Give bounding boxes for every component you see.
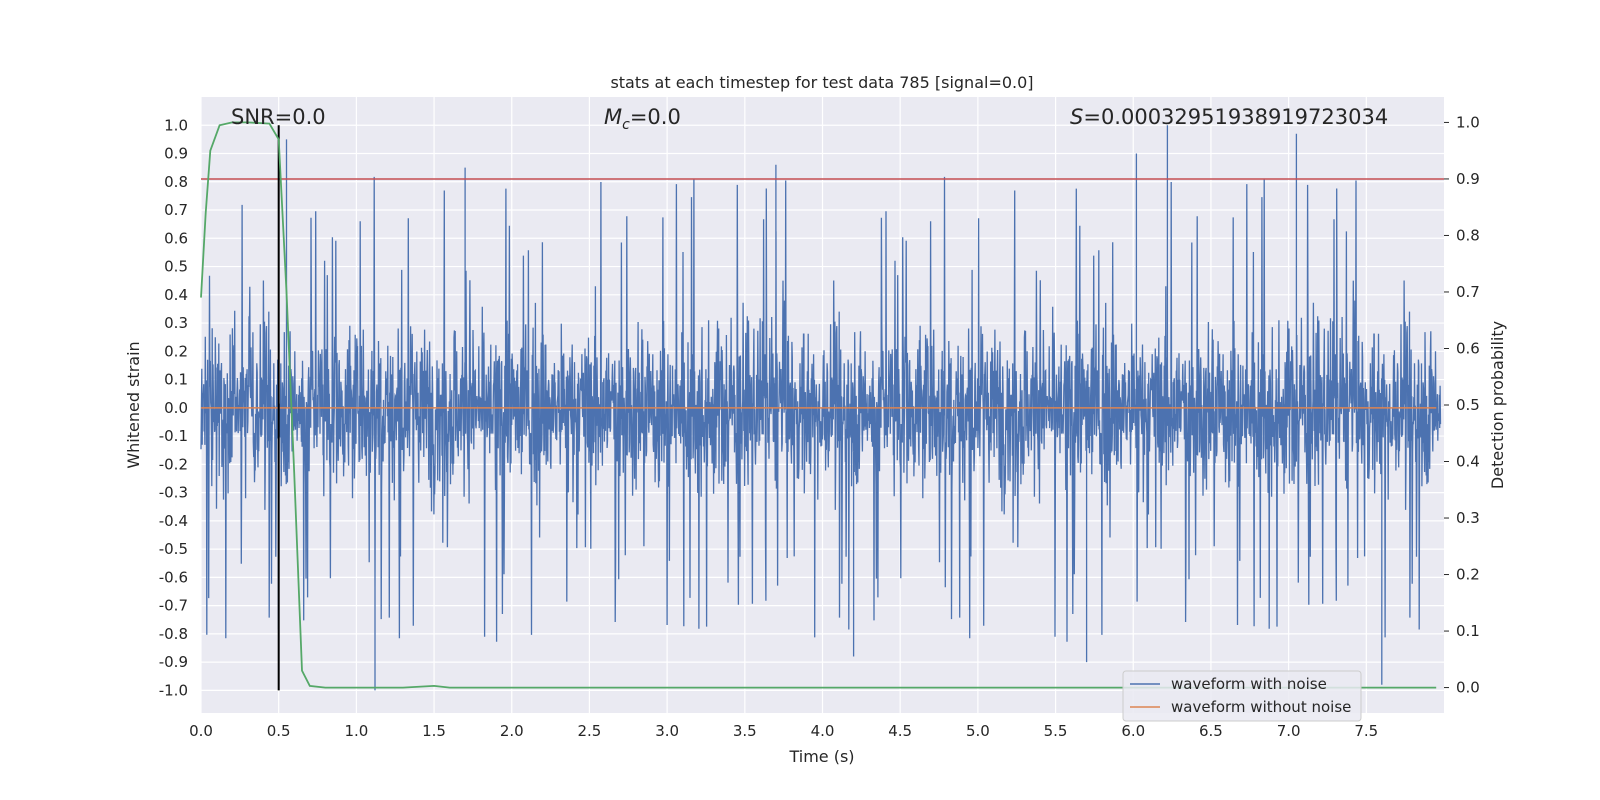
y-tick-label: 0.5 xyxy=(164,258,188,276)
detection-probability-line xyxy=(200,121,1437,689)
right-tick-label: 1.0 xyxy=(1456,113,1480,131)
y-tick-label: -0.3 xyxy=(159,484,188,502)
y-tick-label: 0.7 xyxy=(164,201,188,219)
legend-label-waveform-with-noise: waveform with noise xyxy=(1171,675,1327,693)
chirp-mass-value: =0.0 xyxy=(630,105,681,129)
chart-title: stats at each timestep for test data 785… xyxy=(610,73,1033,92)
s-statistic-annotation: S=0.0003295193891972303​4 xyxy=(1070,105,1388,129)
y-tick-label: -0.5 xyxy=(159,540,188,558)
s-statistic-symbol: S xyxy=(1070,105,1083,129)
x-tick-label: 5.5 xyxy=(1044,722,1068,740)
x-tick-label: 1.0 xyxy=(344,722,368,740)
y-tick-label: 0.3 xyxy=(164,314,188,332)
y-tick-label: -0.6 xyxy=(159,568,188,586)
s-statistic-value: =0.0003295193891972303​4 xyxy=(1083,105,1388,129)
x-tick-label: 2.0 xyxy=(500,722,524,740)
x-tick-label: 5.0 xyxy=(966,722,990,740)
waveform-with-noise-line xyxy=(200,125,1442,691)
waveform-with-noise-series xyxy=(200,125,1442,691)
x-tick-label: 4.5 xyxy=(888,722,912,740)
right-tick-label: 0.3 xyxy=(1456,509,1480,527)
chirp-mass-annotation: Mc=0.0 xyxy=(604,105,681,133)
y-tick-label: 0.0 xyxy=(164,399,188,417)
y-tick-label: 0.8 xyxy=(164,173,188,191)
x-tick-label: 2.5 xyxy=(578,722,602,740)
y-tick-label: 0.2 xyxy=(164,342,188,360)
x-tick-label: 1.5 xyxy=(422,722,446,740)
y-axis-label-right: Detection probability xyxy=(1488,321,1507,489)
y-tick-label: -0.8 xyxy=(159,625,188,643)
y-tick-label: 0.1 xyxy=(164,371,188,389)
x-tick-label: 3.0 xyxy=(655,722,679,740)
y-tick-label: -0.4 xyxy=(159,512,188,530)
x-tick-label: 6.0 xyxy=(1121,722,1145,740)
chirp-mass-subscript: c xyxy=(622,117,630,133)
x-axis-label: Time (s) xyxy=(788,747,854,766)
y-tick-label: 0.4 xyxy=(164,286,188,304)
y-tick-label: 1.0 xyxy=(164,116,188,134)
right-tick-label: 0.4 xyxy=(1456,453,1480,471)
right-tick-label: 0.6 xyxy=(1456,339,1480,357)
tick-labels: 0.0 0.5 1.0 1.5 2.0 2.5 3.0 3.5 4.0 4.5 5.0 5.5 6.0 6… xyxy=(159,113,1480,740)
right-tick-label: 0.9 xyxy=(1456,170,1480,188)
right-tick-label: 0.8 xyxy=(1456,226,1480,244)
legend: waveform with noise waveform without noi… xyxy=(1122,670,1362,722)
x-tick-label: 0.5 xyxy=(267,722,291,740)
x-tick-label: 3.5 xyxy=(733,722,757,740)
snr-annotation: SNR=0.0 xyxy=(231,105,326,129)
right-tick-label: 0.1 xyxy=(1456,622,1480,640)
y-tick-label: -0.1 xyxy=(159,427,188,445)
legend-label-waveform-without-noise: waveform without noise xyxy=(1171,698,1351,716)
y-tick-label: -0.7 xyxy=(159,597,188,615)
y-tick-label: -1.0 xyxy=(159,681,188,699)
right-tick-label: 0.5 xyxy=(1456,396,1480,414)
y-tick-label: 0.9 xyxy=(164,145,188,163)
overlay-lines xyxy=(200,121,1444,691)
x-tick-label: 0.0 xyxy=(189,722,213,740)
right-tick-label: 0.0 xyxy=(1456,679,1480,697)
x-tick-label: 7.5 xyxy=(1354,722,1378,740)
x-tick-label: 7.0 xyxy=(1277,722,1301,740)
y-tick-label: -0.2 xyxy=(159,455,188,473)
x-tick-label: 6.5 xyxy=(1199,722,1223,740)
y-axis-label-left: Whitened strain xyxy=(124,341,143,468)
legend-box xyxy=(1122,670,1362,722)
chirp-mass-symbol: M xyxy=(604,105,622,129)
y-tick-label: -0.9 xyxy=(159,653,188,671)
y-tick-label: 0.6 xyxy=(164,229,188,247)
right-tick-label: 0.2 xyxy=(1456,566,1480,584)
right-tick-label: 0.7 xyxy=(1456,283,1480,301)
x-tick-label: 4.0 xyxy=(811,722,835,740)
